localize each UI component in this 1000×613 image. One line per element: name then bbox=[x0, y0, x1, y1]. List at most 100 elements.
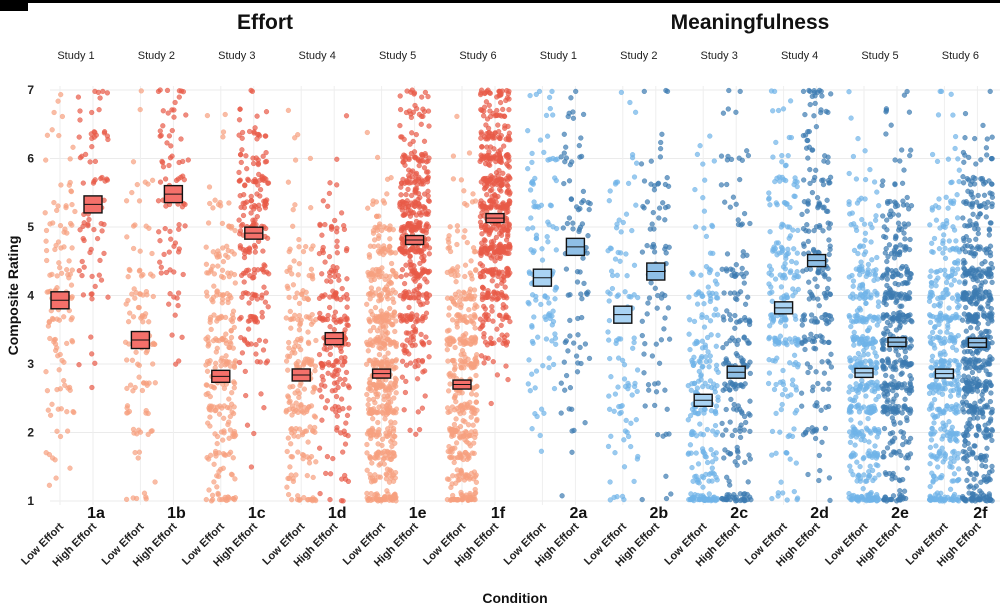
point bbox=[449, 454, 455, 460]
point bbox=[529, 324, 535, 330]
point bbox=[687, 317, 693, 323]
point bbox=[858, 315, 865, 321]
point bbox=[313, 459, 319, 465]
point bbox=[173, 177, 180, 184]
point bbox=[81, 220, 87, 226]
point bbox=[346, 385, 352, 391]
point bbox=[853, 385, 859, 391]
point bbox=[404, 179, 410, 185]
point bbox=[124, 410, 130, 416]
point bbox=[216, 411, 223, 417]
point bbox=[707, 298, 713, 305]
point bbox=[707, 292, 713, 299]
point bbox=[64, 409, 70, 415]
point bbox=[382, 286, 388, 292]
point bbox=[806, 87, 812, 94]
point bbox=[769, 452, 775, 458]
point bbox=[577, 344, 583, 351]
point bbox=[382, 416, 388, 422]
point bbox=[863, 300, 869, 306]
point bbox=[699, 293, 705, 299]
point bbox=[585, 289, 591, 295]
point bbox=[415, 409, 421, 415]
point bbox=[733, 262, 739, 268]
point bbox=[494, 290, 500, 296]
point bbox=[814, 400, 820, 406]
point bbox=[44, 132, 51, 138]
point bbox=[370, 267, 376, 273]
point bbox=[777, 333, 784, 339]
point bbox=[479, 154, 485, 160]
point bbox=[410, 138, 416, 145]
point bbox=[484, 131, 490, 137]
point bbox=[794, 407, 800, 414]
point bbox=[528, 215, 534, 221]
point bbox=[152, 341, 158, 347]
point bbox=[123, 301, 129, 307]
point bbox=[816, 477, 822, 484]
point bbox=[478, 91, 484, 98]
point bbox=[742, 301, 749, 307]
point bbox=[734, 407, 740, 413]
point bbox=[816, 303, 822, 309]
point bbox=[489, 296, 495, 302]
point bbox=[77, 155, 84, 161]
point bbox=[298, 347, 304, 353]
point bbox=[537, 137, 544, 143]
point bbox=[220, 129, 227, 135]
point bbox=[473, 267, 479, 274]
point bbox=[823, 295, 829, 301]
point bbox=[693, 338, 700, 345]
point bbox=[253, 317, 259, 323]
point bbox=[479, 231, 485, 237]
point bbox=[341, 226, 348, 233]
point bbox=[313, 498, 319, 504]
point bbox=[384, 406, 390, 412]
point bbox=[686, 294, 692, 300]
point bbox=[793, 460, 799, 466]
point bbox=[462, 262, 469, 268]
point bbox=[627, 99, 633, 106]
point bbox=[846, 89, 852, 95]
point bbox=[658, 337, 665, 343]
point bbox=[327, 304, 333, 311]
point bbox=[853, 227, 860, 234]
point bbox=[167, 291, 173, 297]
point bbox=[629, 392, 635, 398]
point bbox=[392, 250, 399, 256]
point bbox=[505, 183, 511, 189]
point bbox=[488, 144, 494, 150]
point bbox=[385, 330, 391, 336]
point bbox=[392, 328, 398, 335]
point bbox=[575, 332, 581, 338]
point bbox=[449, 404, 456, 410]
point bbox=[223, 331, 229, 337]
point bbox=[376, 267, 382, 273]
point bbox=[477, 271, 483, 277]
point bbox=[293, 472, 299, 478]
point bbox=[230, 308, 237, 314]
point bbox=[413, 227, 419, 233]
point bbox=[289, 426, 295, 432]
point bbox=[788, 392, 794, 398]
point bbox=[652, 402, 658, 409]
point bbox=[544, 133, 551, 139]
point bbox=[211, 384, 217, 390]
point bbox=[494, 255, 501, 261]
point bbox=[370, 416, 376, 422]
point bbox=[342, 441, 349, 447]
point bbox=[251, 203, 258, 209]
point bbox=[384, 357, 390, 363]
point bbox=[163, 176, 169, 182]
point bbox=[634, 388, 640, 395]
point bbox=[263, 290, 269, 296]
point bbox=[450, 317, 456, 323]
point bbox=[745, 479, 751, 485]
point bbox=[713, 306, 719, 312]
point bbox=[334, 265, 340, 271]
point bbox=[339, 210, 345, 216]
point bbox=[690, 362, 697, 369]
point bbox=[332, 217, 338, 224]
point bbox=[812, 100, 818, 107]
point bbox=[525, 166, 531, 172]
